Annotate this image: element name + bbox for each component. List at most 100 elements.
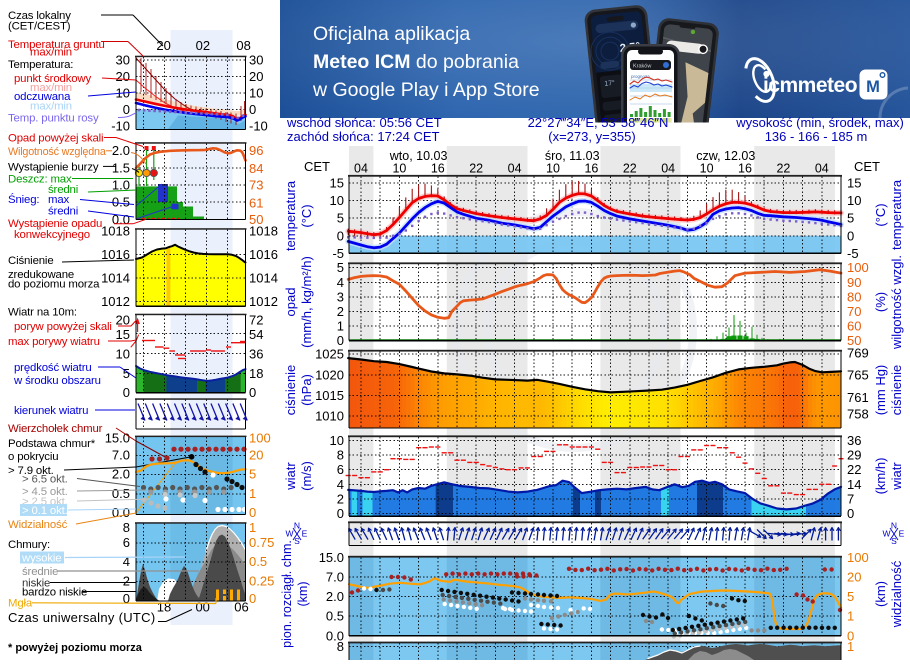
svg-text:5: 5 [847,211,854,226]
svg-text:20: 20 [156,38,170,53]
svg-text:14: 14 [847,477,861,492]
svg-text:pion. rozciągł. chm.: pion. rozciągł. chm. [280,540,294,648]
svg-text:6: 6 [123,535,130,550]
svg-text:-10: -10 [249,118,268,133]
svg-text:Meteo ICM do pobrania: Meteo ICM do pobrania [313,51,519,73]
svg-text:02: 02 [196,38,210,53]
svg-text:0: 0 [847,228,854,243]
svg-text:M: M [866,78,880,96]
svg-text:max/min: max/min [30,101,72,113]
svg-text:769: 769 [847,346,869,361]
svg-text:1: 1 [847,609,854,624]
svg-text:00: 00 [195,600,209,615]
svg-text:10: 10 [700,162,714,176]
svg-text:15.0: 15.0 [319,550,344,565]
svg-text:wysokie: wysokie [21,553,61,565]
svg-text:20: 20 [249,69,263,84]
svg-text:Wierzchołek chmur: Wierzchołek chmur [8,423,103,435]
svg-text:1025: 1025 [315,347,344,362]
svg-text:100: 100 [847,260,869,275]
svg-text:1016: 1016 [101,247,130,262]
svg-text:15: 15 [847,176,861,191]
svg-text:54: 54 [249,327,263,342]
svg-text:ciśnienie: ciśnienie [283,365,298,416]
svg-text:2: 2 [337,304,344,319]
svg-text:16: 16 [738,162,752,176]
svg-text:-5: -5 [332,246,344,261]
svg-text:(x=273, y=355): (x=273, y=355) [548,129,635,144]
svg-text:761: 761 [847,390,869,405]
svg-text:1010: 1010 [315,409,344,424]
svg-text:758: 758 [847,406,869,421]
svg-text:10: 10 [330,193,344,208]
svg-text:10: 10 [330,433,344,448]
svg-text:(°C): (°C) [299,204,314,227]
svg-text:0.5: 0.5 [112,486,130,501]
svg-text:Temp. punktu rosy: Temp. punktu rosy [8,113,99,125]
svg-text:W: W [882,529,890,539]
svg-text:max porywy wiatru: max porywy wiatru [8,336,100,348]
svg-text:o pokryciu: o pokryciu [8,451,58,463]
svg-text:4: 4 [337,477,344,492]
svg-text:prognoza: prognoza [631,74,650,79]
svg-text:Oficjalna aplikacja: Oficjalna aplikacja [313,23,470,45]
svg-text:96: 96 [249,143,263,158]
svg-text:1012: 1012 [101,294,130,309]
svg-text:wschód słońca: 05:56 CET: wschód słońca: 05:56 CET [286,115,442,130]
svg-text:temperatura: temperatura [283,180,298,251]
svg-text:zachód słońca: 17:24 CET: zachód słońca: 17:24 CET [287,129,440,144]
svg-text:0.5: 0.5 [326,609,344,624]
svg-text:konwekcyjnego: konwekcyjnego [14,229,90,241]
svg-text:CET: CET [304,159,330,174]
svg-text:1.5: 1.5 [112,160,130,175]
svg-text:1: 1 [847,639,854,654]
svg-text:3: 3 [337,289,344,304]
svg-text:CET: CET [854,159,880,174]
svg-text:0.5: 0.5 [249,554,267,569]
svg-text:icmmeteo: icmmeteo [763,74,857,97]
svg-text:prędkość wiatru: prędkość wiatru [14,362,92,374]
svg-text:(%): (%) [873,292,888,312]
svg-text:18: 18 [249,366,263,381]
svg-text:* powyżej poziomu morza: * powyżej poziomu morza [8,642,143,654]
svg-text:10: 10 [249,86,263,101]
svg-text:18: 18 [157,600,171,615]
svg-text:8: 8 [123,520,130,535]
svg-text:136 - 166 - 185 m: 136 - 166 - 185 m [765,129,868,144]
svg-text:8: 8 [337,639,344,654]
svg-text:5: 5 [249,467,256,482]
svg-text:1: 1 [337,319,344,334]
svg-text:(km): (km) [296,582,310,607]
svg-text:(hPa): (hPa) [299,374,314,406]
svg-text:10: 10 [847,193,861,208]
svg-text:poryw powyżej skali: poryw powyżej skali [14,321,112,333]
svg-text:0: 0 [249,505,256,520]
svg-text:-10: -10 [111,118,130,133]
svg-text:10: 10 [546,162,560,176]
svg-text:Chmury:: Chmury: [8,539,50,551]
svg-text:(mm/h, kg/m²/h): (mm/h, kg/m²/h) [299,256,314,348]
svg-text:1020: 1020 [315,367,344,382]
svg-text:04: 04 [661,162,675,176]
svg-text:ciśnienie: ciśnienie [889,365,904,416]
svg-text:(km/h): (km/h) [873,458,888,495]
svg-text:0: 0 [249,102,256,117]
svg-text:w Google Play i App Store: w Google Play i App Store [312,79,540,101]
svg-text:22: 22 [776,162,790,176]
svg-text:0: 0 [123,102,130,117]
svg-text:04: 04 [508,162,522,176]
svg-text:Wiatr na 10m:: Wiatr na 10m: [8,307,77,319]
svg-text:do poziomu morza: do poziomu morza [8,279,100,291]
svg-text:100: 100 [847,550,869,565]
svg-text:30: 30 [116,53,130,68]
svg-text:kierunek wiatru: kierunek wiatru [14,405,88,417]
svg-text:> 6.5 okt.: > 6.5 okt. [22,474,68,486]
svg-text:E: E [302,529,308,539]
svg-text:Śnieg:: Śnieg: [8,193,39,206]
svg-text:0.0: 0.0 [112,505,130,520]
svg-text:1014: 1014 [101,271,130,286]
svg-text:max: max [48,194,70,206]
svg-text:1015: 1015 [315,388,344,403]
svg-text:765: 765 [847,368,869,383]
svg-text:-5: -5 [847,246,859,261]
